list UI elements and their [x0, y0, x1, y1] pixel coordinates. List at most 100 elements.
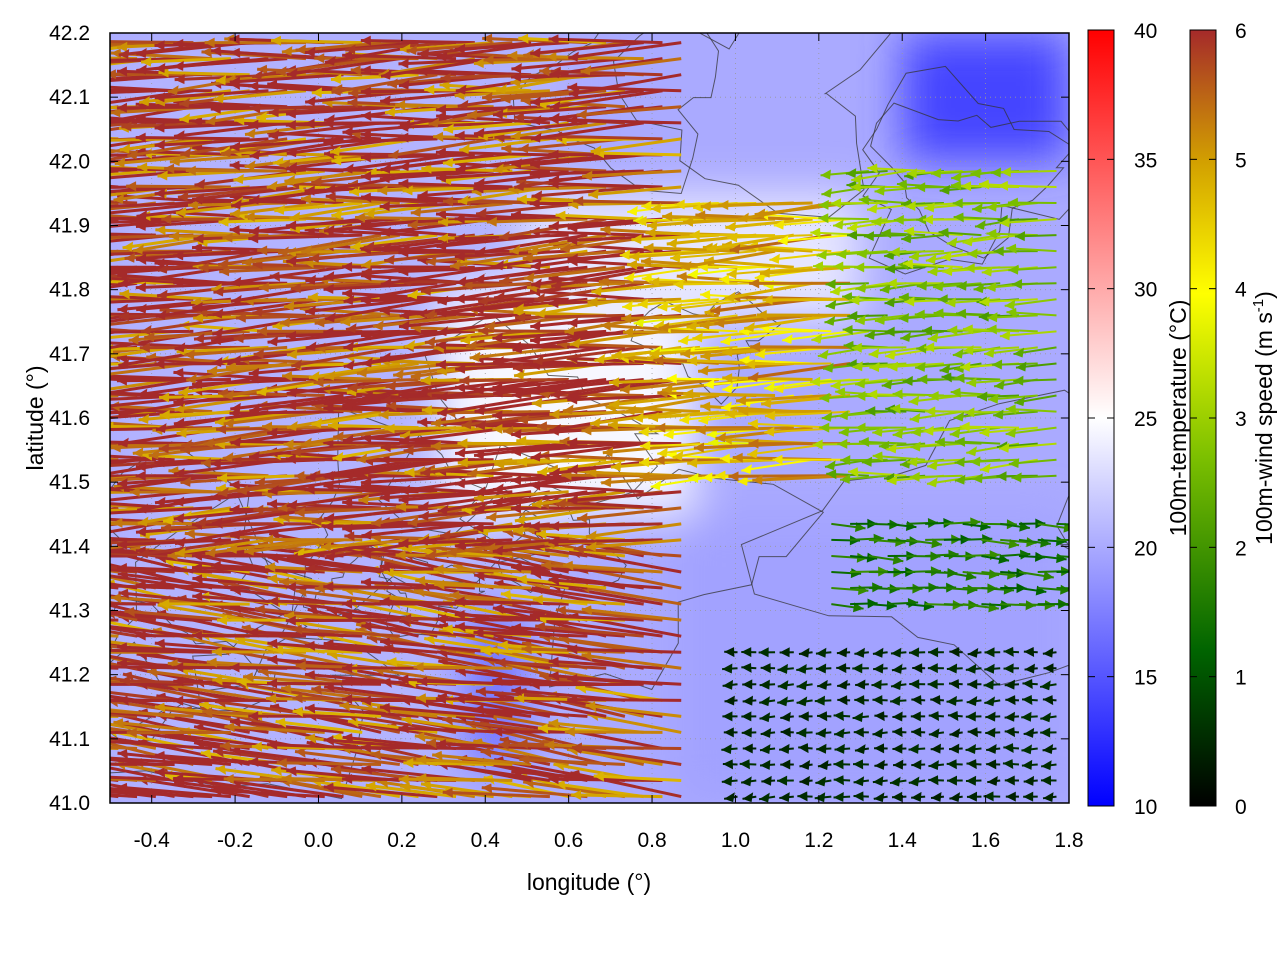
wind-vector: [61, 764, 175, 765]
wind-vector-head: [24, 567, 35, 577]
wind-vector: [323, 443, 437, 444]
wind-vector-head: [89, 246, 99, 256]
wind-vector: [323, 587, 437, 588]
colorbar-tick-label: 35: [1134, 149, 1157, 172]
wind-vector-head: [79, 202, 89, 212]
wind-vector-head: [6, 340, 16, 350]
wind-vector-head: [58, 562, 69, 572]
wind-vector: [546, 57, 643, 59]
wind-vector: [1056, 524, 1086, 525]
wind-vector-head: [24, 292, 35, 302]
wind-vector-head: [23, 269, 33, 279]
wind-vector-head: [28, 127, 38, 137]
wind-vector-head: [98, 85, 108, 95]
wind-vector-head: [23, 785, 33, 795]
wind-vector: [455, 299, 569, 300]
wind-vector-head: [21, 752, 31, 762]
wind-vector-head: [75, 519, 85, 529]
colorbar-tick-label: 10: [1134, 796, 1157, 819]
wind-vector: [530, 684, 644, 685]
wind-vector-head: [100, 562, 110, 572]
wind-vector-head: [93, 370, 104, 380]
wind-colorbar-label: 100m-wind speed (m s-1): [1250, 291, 1277, 545]
wind-vector-head: [62, 773, 73, 783]
wind-vector-head: [7, 480, 17, 490]
y-tick-label: 41.9: [49, 215, 90, 238]
wind-vector-head: [63, 756, 74, 766]
wind-vector-head: [5, 764, 16, 774]
wind-vector: [750, 347, 850, 348]
wind-vector: [355, 217, 456, 219]
colorbar-tick-label: 0: [1235, 796, 1247, 819]
x-tick-label: 0.2: [387, 829, 416, 852]
wind-vector-head: [6, 521, 17, 531]
x-tick-label: 1.6: [971, 829, 1000, 852]
x-axis-label: longitude (°): [527, 869, 651, 895]
wind-vector: [5, 524, 118, 536]
wind-vector-head: [77, 703, 87, 713]
wind-vector-head: [57, 642, 68, 652]
wind-vector-head: [12, 452, 23, 462]
wind-vector-head: [31, 648, 42, 658]
wind-vector-head: [61, 110, 71, 120]
wind-vector-head: [49, 441, 59, 451]
wind-vector: [192, 635, 306, 636]
wind-vector: [173, 283, 287, 284]
y-tick-label: 42.2: [49, 22, 90, 45]
wind-vector: [738, 411, 831, 412]
wind-vector-head: [5, 420, 16, 430]
wind-vector-head: [80, 187, 90, 197]
wind-vector-head: [98, 547, 108, 557]
wind-vector-head: [24, 680, 35, 690]
wind-vector-head: [35, 765, 46, 775]
wind-vector-head: [92, 543, 102, 553]
wind-vector: [567, 442, 681, 443]
wind-vector-head: [33, 714, 44, 724]
wind-vector: [414, 667, 513, 668]
wind-vector-head: [36, 48, 46, 58]
colorbar-tick-label: 4: [1235, 279, 1247, 302]
wind-vector-head: [14, 202, 24, 212]
wind-vector: [459, 380, 568, 381]
wind-vector: [25, 716, 119, 717]
x-tick-label: 1.8: [1054, 829, 1083, 852]
wind-vector: [230, 412, 344, 414]
wind-vector-head: [5, 126, 15, 136]
wind-vector-head: [61, 579, 71, 589]
wind-vector-head: [98, 309, 108, 319]
wind-vector-head: [79, 771, 89, 781]
wind-vector-head: [79, 116, 89, 126]
wind-vector-head: [42, 562, 52, 572]
y-tick-label: 42.1: [49, 86, 90, 109]
wind-vector-head: [47, 640, 57, 650]
wind-vector-head: [4, 282, 14, 292]
wind-vector: [17, 251, 118, 265]
wind-vector: [14, 75, 119, 82]
wind-vector-head: [42, 262, 52, 272]
wind-vector-head: [99, 637, 110, 647]
wind-vector: [18, 559, 119, 572]
wind-vector-head: [33, 758, 43, 768]
wind-vector-head: [30, 165, 41, 175]
wind-vector-head: [100, 461, 110, 471]
wind-label-sup: -1: [1250, 299, 1267, 312]
colorbar-tick-label: 1: [1235, 667, 1247, 690]
wind-vector-head: [5, 52, 16, 62]
wind-vector-head: [61, 449, 71, 459]
wind-vector-head: [11, 157, 21, 167]
wind-vector: [572, 747, 681, 748]
wind-vector-head: [33, 596, 43, 606]
wind-vector: [722, 378, 812, 380]
wind-vector-head: [30, 559, 40, 569]
wind-vector-head: [24, 321, 34, 331]
wind-vector-head: [23, 131, 33, 141]
wind-vector: [567, 700, 681, 701]
wind-vector-head: [82, 704, 93, 714]
wind-vector-head: [99, 249, 109, 259]
wind-vector-head: [81, 119, 92, 129]
wind-vector-head: [80, 395, 90, 405]
wind-vector-head: [5, 530, 15, 540]
x-tick-label: 0.6: [554, 829, 583, 852]
wind-vector-head: [23, 161, 33, 171]
